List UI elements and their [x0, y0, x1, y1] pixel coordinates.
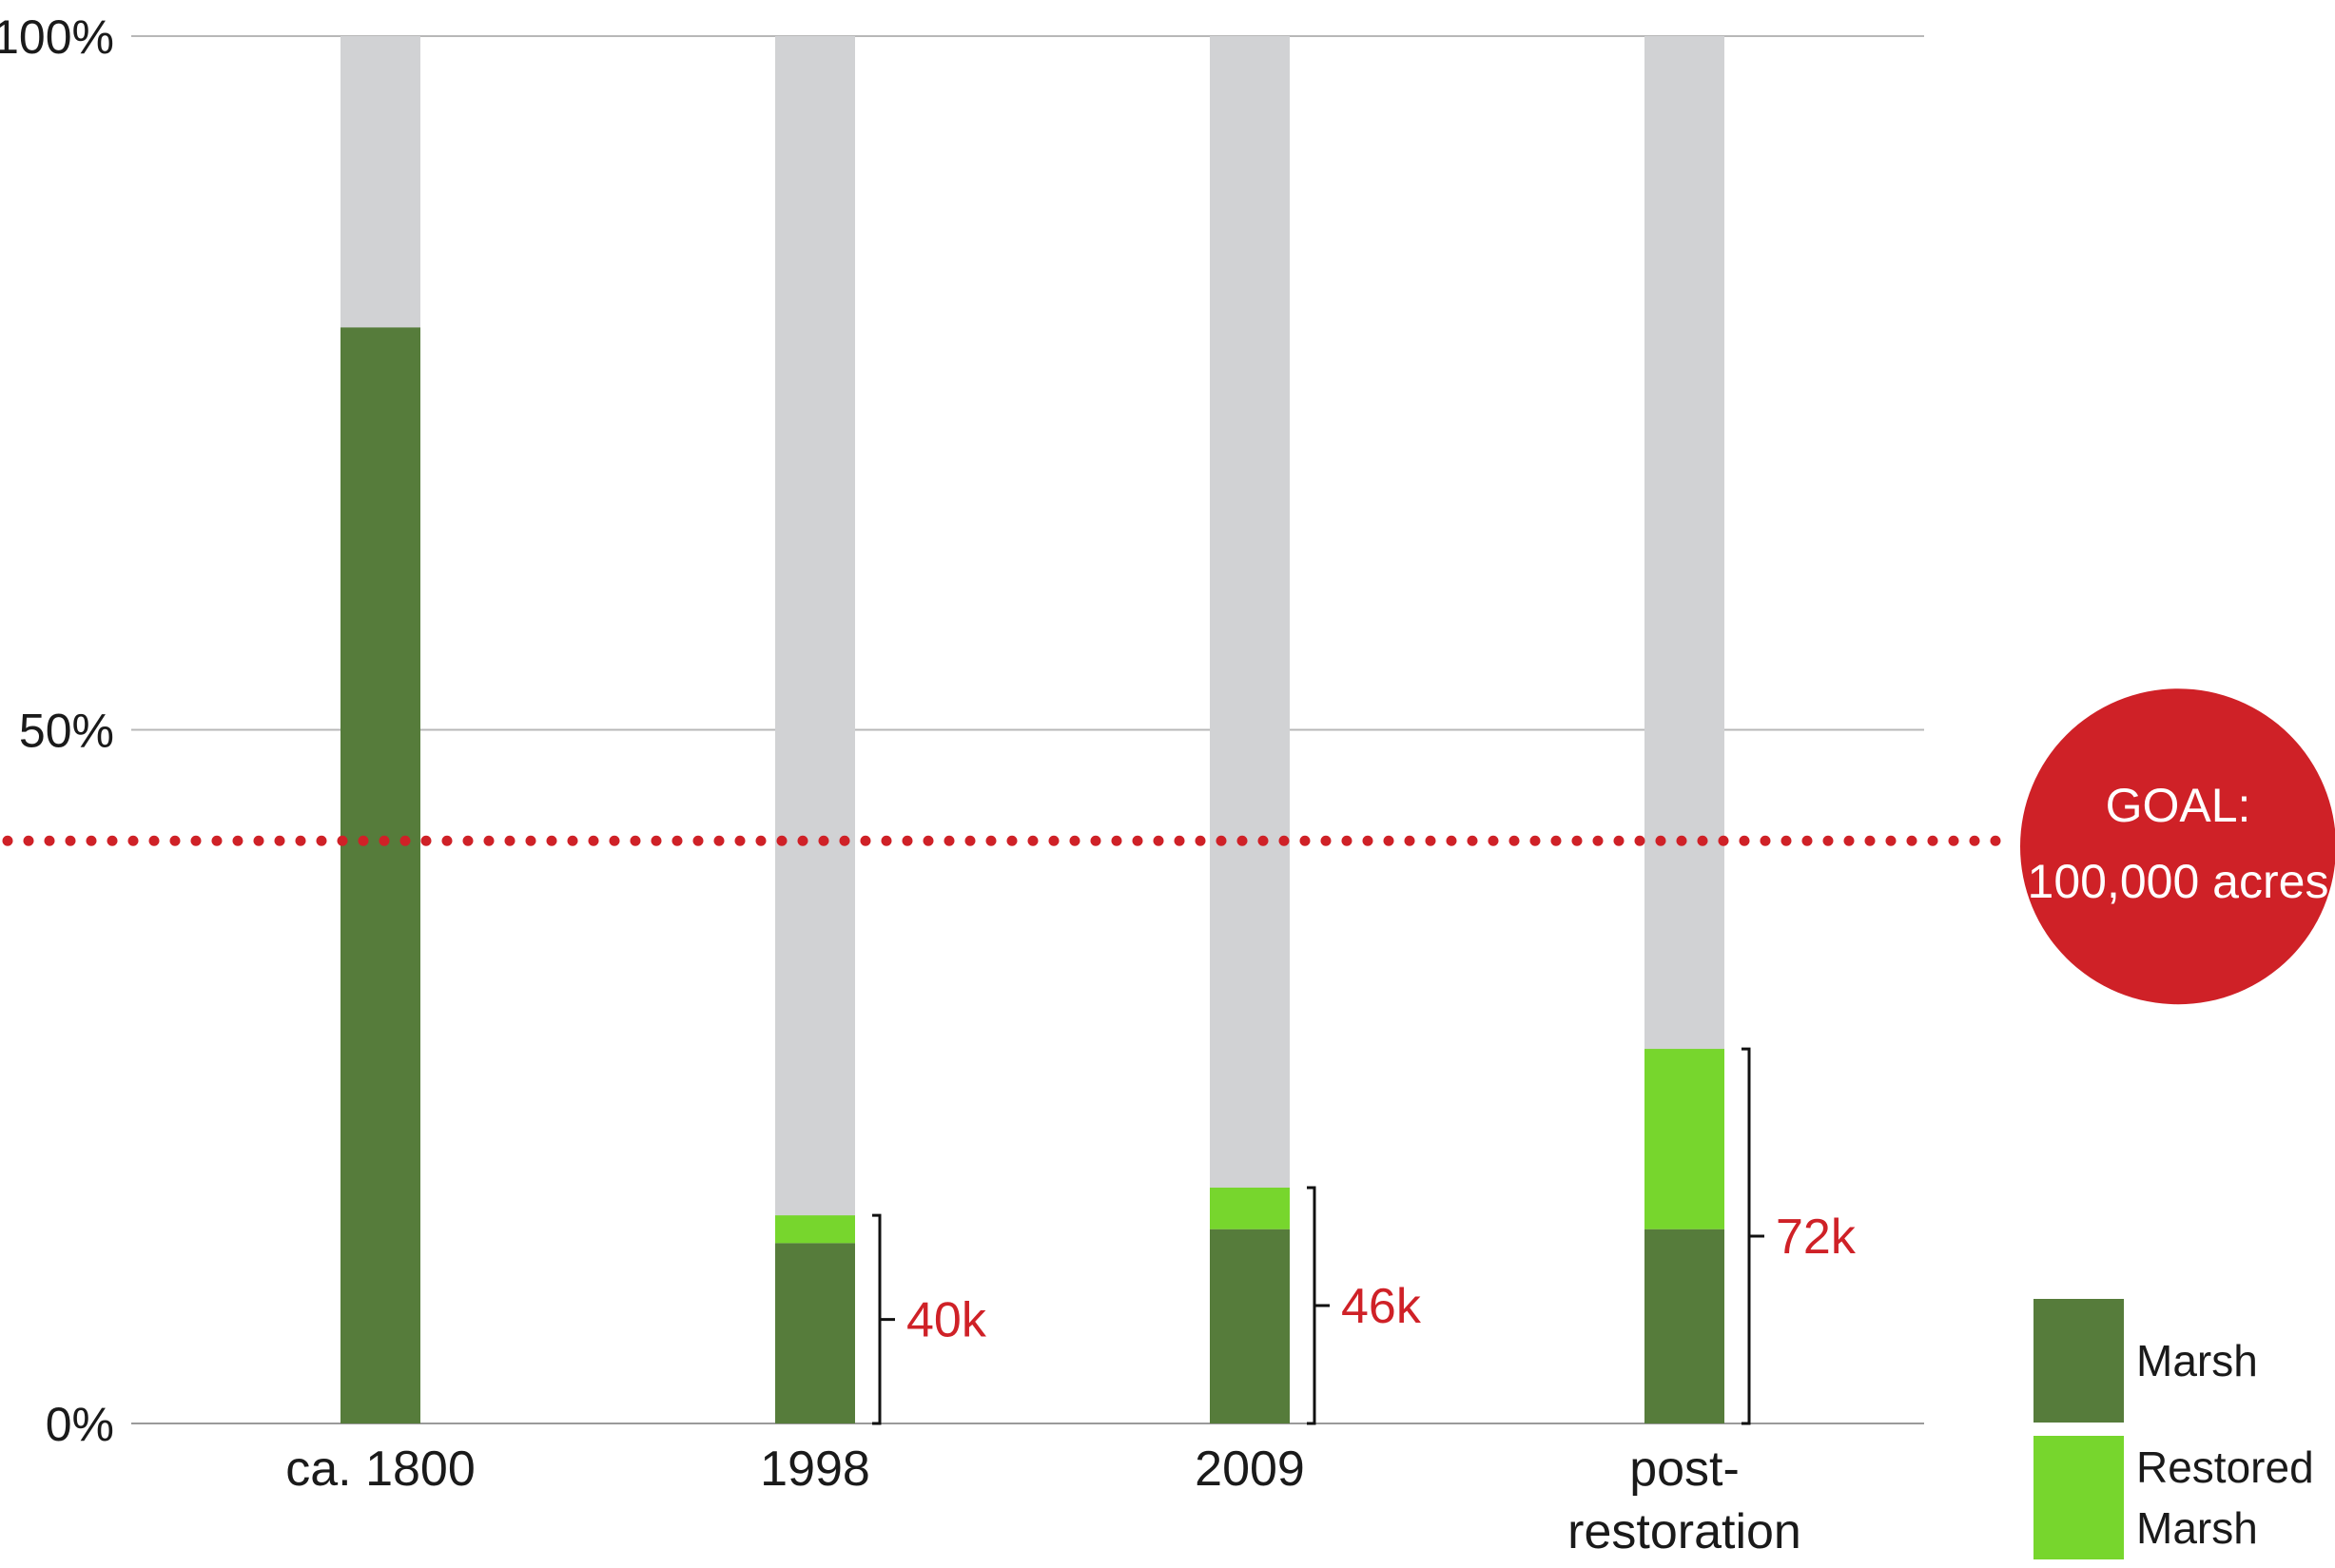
- bracket-label: 72k: [1776, 1210, 1857, 1265]
- legend-swatch: [2033, 1299, 2124, 1423]
- bracket: [1307, 1186, 1330, 1425]
- bracket-label: 40k: [906, 1293, 987, 1348]
- bracket-label: 46k: [1341, 1279, 1422, 1334]
- x-axis-labels: ca. 1800 1998 2009 post-restoration: [285, 1442, 1801, 1559]
- y-axis-ticks: 100% 50% 0%: [0, 10, 114, 1451]
- bracket: [872, 1213, 895, 1425]
- legend-label: Restored Marsh: [2136, 1442, 2314, 1553]
- bar-restored-marsh: [1644, 1049, 1724, 1229]
- x-tick-label: 2009: [1195, 1442, 1305, 1497]
- bracket-annotations: 40k 46k 72k: [872, 1047, 1857, 1425]
- x-tick-label: ca. 1800: [285, 1442, 476, 1497]
- goal-label-line1: GOAL:: [2106, 779, 2251, 832]
- bars: [341, 36, 1724, 1423]
- bar-track: [775, 36, 855, 1423]
- bar-restored-marsh: [775, 1215, 855, 1244]
- y-tick-label: 0%: [46, 1398, 114, 1451]
- goal-annotation: GOAL: 100,000 acres: [2, 688, 2335, 1005]
- legend-swatch: [2033, 1436, 2124, 1559]
- goal-circle: [2020, 688, 2335, 1005]
- bar-restored-marsh: [1210, 1187, 1290, 1229]
- y-tick-label: 50%: [19, 705, 114, 758]
- x-tick-label: 1998: [760, 1442, 870, 1497]
- bar-marsh: [1644, 1229, 1724, 1423]
- goal-label-line2: 100,000 acres: [2028, 855, 2329, 908]
- x-tick-label: post-restoration: [1567, 1442, 1801, 1559]
- legend: Marsh Restored Marsh: [2033, 1299, 2314, 1559]
- y-tick-label: 100%: [0, 10, 114, 64]
- legend-label: Marsh: [2136, 1336, 2258, 1385]
- bar-marsh: [1210, 1229, 1290, 1423]
- bracket: [1742, 1047, 1764, 1425]
- bar-marsh: [775, 1243, 855, 1423]
- bar-marsh: [341, 327, 420, 1423]
- grid-lines: [131, 35, 1924, 1424]
